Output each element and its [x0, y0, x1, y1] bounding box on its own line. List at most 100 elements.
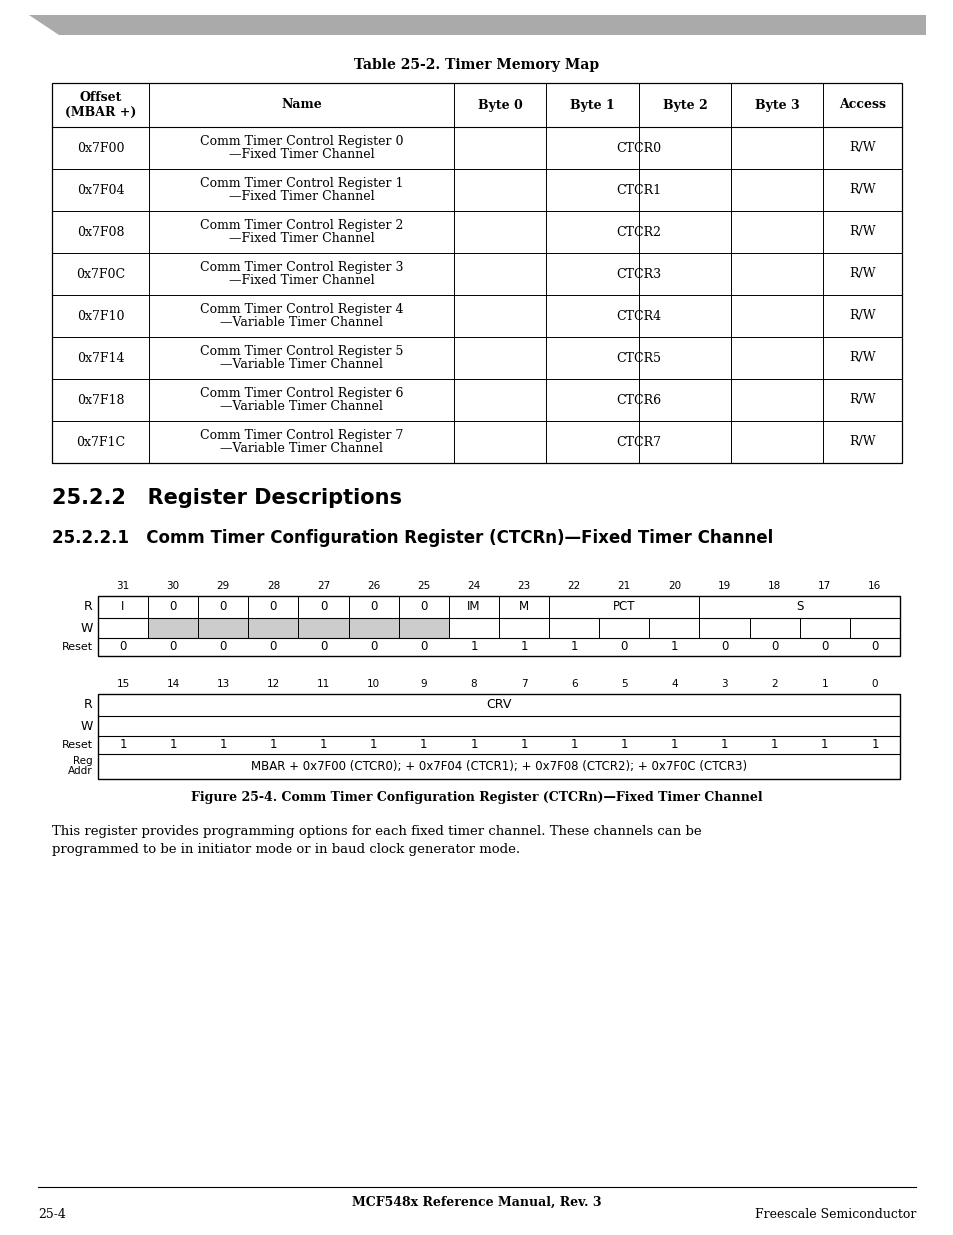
Text: Table 25-2. Timer Memory Map: Table 25-2. Timer Memory Map [355, 58, 598, 72]
Text: CTCR6: CTCR6 [616, 394, 660, 406]
Text: programmed to be in initiator mode or in baud clock generator mode.: programmed to be in initiator mode or in… [52, 842, 519, 856]
Text: Comm Timer Control Register 2: Comm Timer Control Register 2 [199, 219, 403, 231]
Text: M: M [518, 600, 529, 614]
Text: 31: 31 [116, 580, 130, 592]
Text: CTCR3: CTCR3 [616, 268, 660, 280]
Text: 0: 0 [720, 641, 727, 653]
Text: 0x7F04: 0x7F04 [76, 184, 124, 196]
Text: 0: 0 [170, 641, 176, 653]
Text: 0: 0 [871, 679, 878, 689]
Text: 7: 7 [520, 679, 527, 689]
Text: 1: 1 [370, 739, 377, 752]
Text: Offset
(MBAR +): Offset (MBAR +) [65, 91, 136, 119]
Text: 10: 10 [367, 679, 380, 689]
Text: Byte 0: Byte 0 [477, 99, 522, 111]
Bar [348, 597, 398, 618]
Text: Byte 3: Byte 3 [754, 99, 799, 111]
Text: 15: 15 [116, 679, 130, 689]
Text: Comm Timer Control Register 5: Comm Timer Control Register 5 [199, 345, 403, 357]
Text: R: R [84, 600, 92, 614]
Text: —Fixed Timer Channel: —Fixed Timer Channel [229, 190, 374, 204]
Bar [449, 618, 498, 638]
Text: —Fixed Timer Channel: —Fixed Timer Channel [229, 148, 374, 162]
Bar [498, 618, 549, 638]
Bar [98, 755, 899, 779]
Text: 4: 4 [670, 679, 677, 689]
Bar [699, 618, 749, 638]
Bar [449, 597, 498, 618]
Text: 0: 0 [419, 600, 427, 614]
Text: MCF548x Reference Manual, Rev. 3: MCF548x Reference Manual, Rev. 3 [352, 1195, 601, 1209]
Text: 0: 0 [770, 641, 778, 653]
Text: 25.2.2   Register Descriptions: 25.2.2 Register Descriptions [52, 488, 401, 508]
Text: W: W [81, 621, 92, 635]
Text: 23: 23 [517, 580, 530, 592]
Text: —Variable Timer Channel: —Variable Timer Channel [220, 316, 382, 330]
Text: 1: 1 [821, 679, 827, 689]
Text: Comm Timer Control Register 3: Comm Timer Control Register 3 [199, 261, 403, 273]
Bar [849, 618, 899, 638]
Text: Name: Name [281, 99, 321, 111]
Bar [248, 618, 298, 638]
Text: 25.2.2.1   Comm Timer Configuration Register (CTCRn)—Fixed Timer Channel: 25.2.2.1 Comm Timer Configuration Regist… [52, 529, 773, 547]
Text: 18: 18 [767, 580, 781, 592]
Text: 1: 1 [570, 739, 578, 752]
Text: 3: 3 [720, 679, 727, 689]
Text: 1: 1 [470, 641, 477, 653]
Text: R/W: R/W [848, 394, 875, 406]
Text: S: S [795, 600, 802, 614]
Text: Comm Timer Control Register 1: Comm Timer Control Register 1 [199, 177, 403, 189]
Text: 1: 1 [821, 739, 828, 752]
Text: 0: 0 [419, 641, 427, 653]
Text: R: R [84, 699, 92, 711]
Text: CTCR0: CTCR0 [616, 142, 660, 154]
Text: 1: 1 [519, 641, 527, 653]
Text: 1: 1 [720, 739, 727, 752]
Text: Reset: Reset [62, 740, 92, 750]
Text: 0x7F0C: 0x7F0C [76, 268, 125, 280]
Text: This register provides programming options for each fixed timer channel. These c: This register provides programming optio… [52, 825, 700, 839]
Text: CTCR4: CTCR4 [616, 310, 660, 322]
Text: 1: 1 [119, 739, 127, 752]
Text: —Variable Timer Channel: —Variable Timer Channel [220, 442, 382, 456]
Text: 8: 8 [470, 679, 476, 689]
Text: 14: 14 [167, 679, 179, 689]
Text: Comm Timer Control Register 4: Comm Timer Control Register 4 [199, 303, 403, 315]
Text: R/W: R/W [848, 436, 875, 448]
Bar [52, 83, 901, 463]
Text: CTCR1: CTCR1 [616, 184, 660, 196]
Bar [298, 597, 348, 618]
Text: Freescale Semiconductor: Freescale Semiconductor [754, 1209, 915, 1221]
Text: Reg: Reg [73, 756, 92, 766]
Bar [198, 597, 248, 618]
Text: 1: 1 [319, 739, 327, 752]
Text: 1: 1 [619, 739, 627, 752]
Text: 0: 0 [170, 600, 176, 614]
Text: 1: 1 [219, 739, 227, 752]
Text: CTCR5: CTCR5 [616, 352, 660, 364]
Text: 11: 11 [316, 679, 330, 689]
Text: 1: 1 [570, 641, 578, 653]
Bar [148, 618, 198, 638]
Polygon shape [28, 15, 58, 35]
Text: Reset: Reset [62, 642, 92, 652]
Text: 0: 0 [319, 641, 327, 653]
Text: 0x7F00: 0x7F00 [76, 142, 124, 154]
Text: 0: 0 [870, 641, 878, 653]
Bar [198, 618, 248, 638]
Bar [649, 618, 699, 638]
Text: 2: 2 [771, 679, 778, 689]
Text: 0x7F08: 0x7F08 [76, 226, 124, 238]
Bar [348, 618, 398, 638]
Text: 1: 1 [519, 739, 527, 752]
Bar [598, 618, 649, 638]
Text: —Variable Timer Channel: —Variable Timer Channel [220, 358, 382, 372]
Bar [28, 15, 925, 35]
Text: 1: 1 [670, 739, 678, 752]
Text: 0x7F10: 0x7F10 [76, 310, 124, 322]
Text: Addr: Addr [69, 766, 92, 776]
Text: 20: 20 [667, 580, 680, 592]
Bar [98, 694, 899, 716]
Text: 1: 1 [770, 739, 778, 752]
Text: 12: 12 [267, 679, 280, 689]
